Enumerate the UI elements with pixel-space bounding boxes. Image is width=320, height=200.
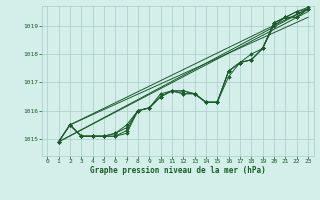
X-axis label: Graphe pression niveau de la mer (hPa): Graphe pression niveau de la mer (hPa) — [90, 166, 266, 175]
